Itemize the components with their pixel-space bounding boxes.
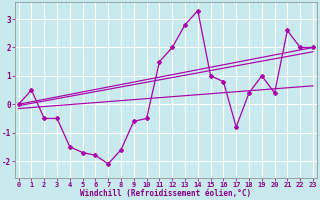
X-axis label: Windchill (Refroidissement éolien,°C): Windchill (Refroidissement éolien,°C) — [80, 189, 252, 198]
